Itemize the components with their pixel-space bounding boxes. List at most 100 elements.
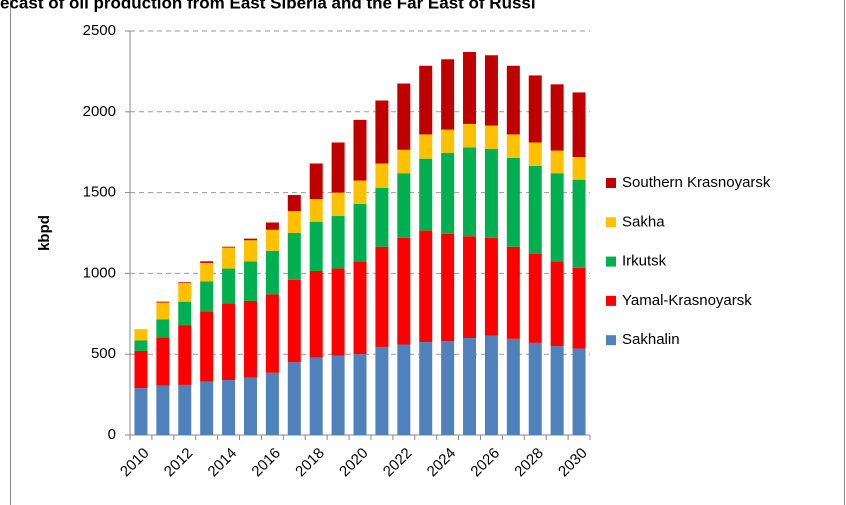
bar-segment — [265, 229, 279, 251]
x-tick-label: 2024 — [424, 445, 460, 481]
bar-segment — [506, 246, 520, 339]
bar-segment — [178, 283, 192, 302]
bar-segment — [243, 300, 257, 378]
x-tick-label: 2014 — [205, 445, 241, 481]
x-tick-label: 2022 — [380, 445, 416, 481]
bar-segment — [265, 372, 279, 435]
y-tick-label: 500 — [91, 345, 116, 362]
bar-segment — [156, 301, 170, 303]
x-tick-label: 2020 — [336, 445, 372, 481]
bar-segment — [331, 268, 345, 356]
bar-segment — [528, 254, 542, 343]
bar-segment — [375, 187, 389, 247]
y-tick-label: 2500 — [83, 22, 116, 39]
bar-segment — [528, 165, 542, 255]
legend-swatch — [606, 295, 616, 306]
bar-segment — [287, 362, 301, 435]
bar-segment — [572, 92, 586, 158]
bar-segment — [178, 282, 192, 284]
bar-segment — [200, 281, 214, 312]
x-tick-label: 2016 — [248, 445, 284, 481]
bar-segment — [397, 237, 411, 345]
bar-segment — [550, 84, 564, 151]
bar-segment — [222, 380, 236, 435]
bar-segment — [243, 377, 257, 435]
y-tick-label: 2000 — [83, 103, 116, 120]
bar-segment — [506, 65, 520, 135]
bar-segment — [156, 302, 170, 320]
bar-segment — [200, 262, 214, 282]
bar-segment — [331, 142, 345, 193]
legend-label: Sakha — [622, 213, 665, 230]
bar-segment — [463, 123, 477, 148]
bar-segment — [309, 199, 323, 222]
legend-swatch — [606, 335, 616, 346]
bar-segment — [572, 267, 586, 349]
bar-segment — [178, 301, 192, 326]
bar-segment — [178, 384, 192, 435]
bar-segment — [484, 55, 498, 126]
x-tick-label: 2012 — [161, 445, 197, 481]
legend-swatch — [606, 178, 616, 188]
bar-segment — [441, 153, 455, 234]
y-tick-label: 1500 — [83, 184, 116, 201]
bar-segment — [287, 279, 301, 363]
bar-segment — [309, 357, 323, 435]
bar-segment — [506, 134, 520, 158]
bar-segment — [200, 261, 214, 263]
bar-segment — [463, 147, 477, 237]
bar-segment — [222, 246, 236, 248]
bar-segment — [550, 150, 564, 174]
bar-segment — [572, 179, 586, 268]
bar-segment — [134, 329, 148, 341]
bar-segment — [528, 342, 542, 435]
y-axis-label: kbpd — [36, 215, 53, 251]
bar-segment — [441, 129, 455, 154]
bar-segment — [353, 261, 367, 355]
bar-segment — [243, 261, 257, 301]
bar-segment — [484, 148, 498, 238]
bar-segment — [375, 100, 389, 164]
bar-segment — [419, 158, 433, 231]
bar-segment — [375, 346, 389, 435]
x-tick-label: 2028 — [511, 445, 547, 481]
legend-label: Sakhalin — [622, 331, 680, 348]
bar-segment — [506, 338, 520, 435]
x-tick-label: 2030 — [555, 445, 591, 481]
bar-segment — [265, 222, 279, 230]
bar-segment — [287, 195, 301, 212]
chart-title: ecast of oil production from East Siberi… — [0, 0, 536, 12]
bar-segment — [397, 344, 411, 435]
bar-segment — [550, 346, 564, 435]
bar-segment — [419, 134, 433, 159]
bar-segment — [572, 157, 586, 180]
legend-swatch — [606, 256, 616, 267]
legend-label: Yamal-Krasnoyarsk — [622, 292, 752, 309]
bar-segment — [178, 325, 192, 385]
bar-segment — [506, 157, 520, 247]
bar-segment — [572, 348, 586, 435]
bar-segment — [419, 65, 433, 135]
bar-segment — [397, 173, 411, 238]
bar-segment — [309, 221, 323, 271]
x-tick-label: 2010 — [117, 445, 153, 481]
bar-segment — [441, 59, 455, 130]
bar-segment — [222, 303, 236, 381]
legend-label: Southern Krasnoyarsk — [622, 174, 771, 191]
bar-segment — [353, 354, 367, 435]
bar-segment — [463, 236, 477, 339]
bar-segment — [200, 311, 214, 382]
x-tick-label: 2026 — [467, 445, 503, 481]
bar-segment — [484, 335, 498, 435]
bar-segment — [397, 149, 411, 174]
bar-segment — [156, 319, 170, 338]
bar-segment — [200, 381, 214, 435]
bar-segment — [353, 180, 367, 204]
bar-segment — [243, 240, 257, 262]
bar-segment — [419, 230, 433, 343]
bar-segment — [375, 163, 389, 188]
bar-segment — [397, 83, 411, 150]
y-tick-label: 0 — [108, 426, 116, 443]
legend-swatch — [606, 217, 616, 228]
